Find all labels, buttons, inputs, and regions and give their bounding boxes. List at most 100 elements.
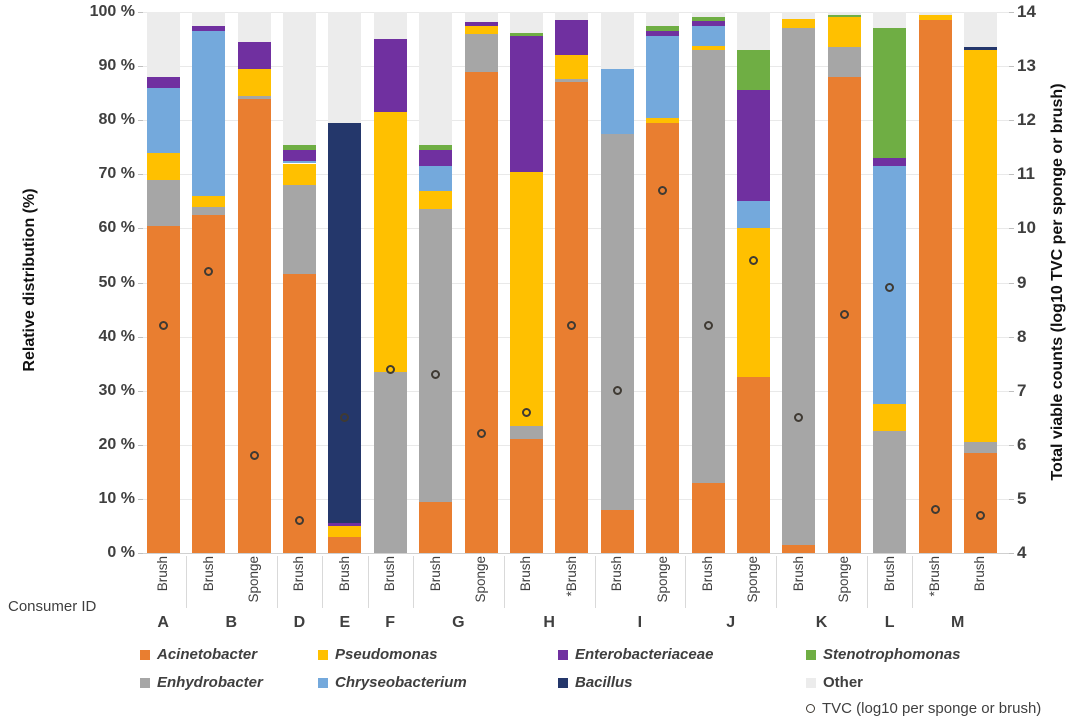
tvc-marker-B-sponge <box>249 451 259 461</box>
group-separator <box>594 556 596 608</box>
bar-segment-acinetobacter-M-brush <box>963 452 997 553</box>
right-tick-mark <box>1009 174 1014 176</box>
sample-label-B-1: Brush <box>200 556 216 592</box>
bar-segment-enhydrobacter-H-star-brush <box>555 78 589 83</box>
tvc-marker-A-brush <box>158 321 168 331</box>
tvc-marker-L-brush <box>885 283 895 293</box>
legend-swatch-chryseobacterium <box>318 677 328 688</box>
sample-label-D-3: Brush <box>291 556 307 592</box>
bar-segment-enterobacteriaceae-A-brush <box>146 76 180 88</box>
bar-segment-other-M-star-brush <box>918 12 952 15</box>
sample-label-A-0: Brush <box>155 556 171 592</box>
tvc-marker-J-brush <box>703 321 713 331</box>
consumer-id-L: L <box>884 614 895 631</box>
right-tick-label-5: 5 <box>1017 488 1027 508</box>
sample-label-H-9: *Brush <box>563 556 579 597</box>
bar-segment-other-K-sponge <box>827 12 861 15</box>
bar-segment-stenotrophomonas-L-brush <box>873 28 907 159</box>
bar-segment-chryseobacterium-J-brush <box>691 25 725 47</box>
legend-label-tvc: TVC (log10 per sponge or brush) <box>822 700 1042 717</box>
legend-item-tvc: TVC (log10 per sponge or brush) <box>806 700 1041 717</box>
left-tick-mark <box>138 553 143 554</box>
bar-segment-pseudomonas-M-brush <box>963 49 997 443</box>
tvc-marker-G-brush <box>431 369 441 379</box>
left-tick-label-50: 50 % <box>98 273 135 291</box>
bar-segment-acinetobacter-A-brush <box>146 225 180 553</box>
bar-segment-enhydrobacter-M-brush <box>963 442 997 453</box>
left-tick-mark <box>138 390 143 392</box>
left-tick-label-20: 20 % <box>98 435 135 453</box>
bar-segment-stenotrophomonas-D-brush <box>282 144 316 150</box>
bar-segment-enterobacteriaceae-F-brush <box>373 39 407 113</box>
legend-label-enhydrobacter: Enhydrobacter <box>157 674 263 691</box>
bar-segment-enhydrobacter-B-brush <box>192 206 226 215</box>
bar-segment-pseudomonas-J-sponge <box>736 228 770 378</box>
bar-segment-enterobacteriaceae-L-brush <box>873 158 907 167</box>
bar-segment-other-L-brush <box>873 12 907 29</box>
bar-segment-other-G-brush <box>419 12 453 145</box>
bar-segment-enterobacteriaceae-B-sponge <box>237 41 271 69</box>
legend-label-bacillus: Bacillus <box>575 674 633 691</box>
bar-segment-chryseobacterium-G-brush <box>419 166 453 191</box>
sample-label-L-16: Brush <box>881 556 897 592</box>
bar-segment-pseudomonas-H-brush <box>509 171 543 426</box>
bar-segment-stenotrophomonas-J-brush <box>691 17 725 22</box>
bar-segment-pseudomonas-F-brush <box>373 112 407 372</box>
bar-segment-pseudomonas-G-brush <box>419 190 453 210</box>
bar-segment-enterobacteriaceae-H-brush <box>509 36 543 172</box>
left-tick-label-90: 90 % <box>98 57 135 75</box>
right-tick-mark <box>1009 12 1014 13</box>
bar-segment-pseudomonas-M-star-brush <box>918 14 952 21</box>
bar-segment-acinetobacter-I-brush <box>600 509 634 553</box>
bar-segment-acinetobacter-H-star-brush <box>555 82 589 553</box>
consumer-id-D: D <box>293 614 306 631</box>
consumer-id-F: F <box>385 614 396 631</box>
bar-segment-enhydrobacter-K-brush <box>782 28 816 545</box>
left-tick-label-10: 10 % <box>98 489 135 507</box>
right-tick-mark <box>1009 282 1014 284</box>
bar-segment-other-J-brush <box>691 12 725 18</box>
bar-segment-enterobacteriaceae-G-sponge <box>464 21 498 26</box>
bar-segment-pseudomonas-B-brush <box>192 195 226 207</box>
tvc-marker-J-sponge <box>748 256 758 266</box>
sample-label-M-17: *Brush <box>927 556 942 597</box>
consumer-id-H: H <box>543 614 555 631</box>
right-tick-label-4: 4 <box>1017 543 1027 562</box>
consumer-id-caption: Consumer ID <box>8 598 97 615</box>
bar-segment-pseudomonas-B-sponge <box>237 68 271 96</box>
legend-item-enhydrobacter: Enhydrobacter <box>140 674 263 691</box>
sample-label-G-6: Brush <box>427 556 443 592</box>
bar-segment-chryseobacterium-J-sponge <box>736 201 770 229</box>
left-axis-title: Relative distribution (%) <box>21 188 38 372</box>
left-tick-label-100: 100 % <box>89 3 135 20</box>
group-separator <box>685 556 687 608</box>
left-tick-label-70: 70 % <box>98 165 135 183</box>
bar-segment-pseudomonas-I-sponge <box>646 117 680 123</box>
bar-segment-enterobacteriaceae-D-brush <box>282 149 316 161</box>
bar-segment-acinetobacter-J-sponge <box>736 377 770 553</box>
right-tick-label-12: 12 <box>1017 110 1036 130</box>
bar-segment-enhydrobacter-I-brush <box>600 133 634 510</box>
tvc-marker-H-brush <box>521 407 531 417</box>
left-tick-mark <box>138 498 143 500</box>
sample-label-G-7: Sponge <box>473 556 488 603</box>
consumer-id-B: B <box>225 614 238 631</box>
consumer-id-E: E <box>339 614 351 631</box>
bar-segment-chryseobacterium-A-brush <box>146 87 180 153</box>
legend-label-acinetobacter: Acinetobacter <box>157 646 258 663</box>
bar-segment-other-J-sponge <box>736 12 770 50</box>
right-tick-label-7: 7 <box>1017 380 1027 400</box>
bar-segment-bacillus-E-brush <box>328 122 362 524</box>
group-separator <box>503 556 505 608</box>
bar-segment-other-B-brush <box>192 12 226 26</box>
tvc-marker-F-brush <box>385 364 395 374</box>
bar-segment-pseudomonas-J-brush <box>691 46 725 50</box>
bar-segment-enhydrobacter-B-sponge <box>237 95 271 99</box>
bar-segment-enhydrobacter-H-brush <box>509 425 543 440</box>
bar-segment-acinetobacter-D-brush <box>282 274 316 553</box>
consumer-id-A: A <box>157 614 169 631</box>
bar-segment-enhydrobacter-F-brush <box>373 371 407 553</box>
legend-item-chryseobacterium: Chryseobacterium <box>318 674 467 691</box>
bar-segment-bacillus-M-brush <box>963 47 997 50</box>
group-separator <box>912 556 914 608</box>
